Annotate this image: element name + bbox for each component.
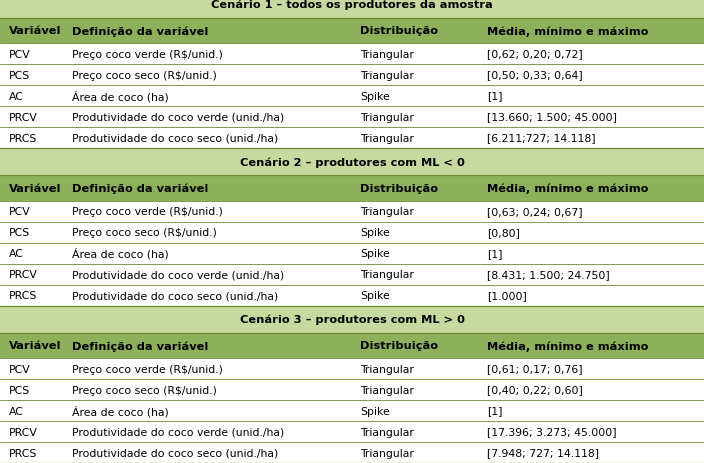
Text: PRCS: PRCS [8, 290, 37, 300]
Text: Média, mínimo e máximo: Média, mínimo e máximo [487, 26, 648, 37]
Text: [6.211;727; 14.118]: [6.211;727; 14.118] [487, 133, 596, 143]
Text: Distribuição: Distribuição [360, 341, 439, 350]
Text: [0,40; 0,22; 0,60]: [0,40; 0,22; 0,60] [487, 385, 583, 394]
Text: Cenário 2 – produtores com ML < 0: Cenário 2 – produtores com ML < 0 [239, 157, 465, 168]
Text: Spike: Spike [360, 406, 390, 416]
Text: Produtividade do coco seco (unid./ha): Produtividade do coco seco (unid./ha) [72, 133, 278, 143]
Text: Spike: Spike [360, 290, 390, 300]
Text: PCS: PCS [8, 70, 30, 81]
Bar [0, 201, 704, 222]
Text: Produtividade do coco verde (unid./ha): Produtividade do coco verde (unid./ha) [72, 113, 284, 122]
Text: PCS: PCS [8, 385, 30, 394]
Text: Triangular: Triangular [360, 50, 415, 59]
Text: PRCS: PRCS [8, 448, 37, 457]
Text: Produtividade do coco verde (unid./ha): Produtividade do coco verde (unid./ha) [72, 426, 284, 437]
Text: [1.000]: [1.000] [487, 290, 527, 300]
Text: [0,80]: [0,80] [487, 227, 520, 238]
Bar [0, 379, 704, 400]
Bar [0, 222, 704, 243]
Bar [0, 107, 704, 128]
Text: Variável: Variável [8, 341, 61, 350]
Text: PRCS: PRCS [8, 133, 37, 143]
Bar [0, 19, 704, 44]
Text: Definição da variável: Definição da variável [72, 340, 208, 351]
Text: [0,61; 0,17; 0,76]: [0,61; 0,17; 0,76] [487, 364, 583, 374]
Text: Média, mínimo e máximo: Média, mínimo e máximo [487, 340, 648, 351]
Text: Preço coco seco (R$/unid.): Preço coco seco (R$/unid.) [72, 70, 217, 81]
Text: Definição da variável: Definição da variável [72, 183, 208, 194]
Bar [0, 400, 704, 421]
Bar [0, 149, 704, 176]
Bar [0, 0, 704, 19]
Bar [0, 358, 704, 379]
Text: Triangular: Triangular [360, 426, 415, 437]
Text: Preço coco seco (R$/unid.): Preço coco seco (R$/unid.) [72, 227, 217, 238]
Text: Área de coco (ha): Área de coco (ha) [72, 91, 168, 102]
Text: Área de coco (ha): Área de coco (ha) [72, 248, 168, 259]
Text: AC: AC [8, 91, 23, 101]
Text: Spike: Spike [360, 91, 390, 101]
Text: PCV: PCV [8, 50, 30, 59]
Text: Triangular: Triangular [360, 364, 415, 374]
Text: Preço coco verde (R$/unid.): Preço coco verde (R$/unid.) [72, 364, 222, 374]
Text: Triangular: Triangular [360, 448, 415, 457]
Text: [8.431; 1.500; 24.750]: [8.431; 1.500; 24.750] [487, 269, 610, 280]
Text: Produtividade do coco seco (unid./ha): Produtividade do coco seco (unid./ha) [72, 290, 278, 300]
Text: [7.948; 727; 14.118]: [7.948; 727; 14.118] [487, 448, 599, 457]
Text: Spike: Spike [360, 249, 390, 258]
Text: Distribuição: Distribuição [360, 26, 439, 37]
Bar [0, 44, 704, 65]
Bar [0, 176, 704, 201]
Text: [13.660; 1.500; 45.000]: [13.660; 1.500; 45.000] [487, 113, 617, 122]
Text: Variável: Variável [8, 26, 61, 37]
Text: Spike: Spike [360, 227, 390, 238]
Bar [0, 264, 704, 285]
Text: [0,50; 0,33; 0,64]: [0,50; 0,33; 0,64] [487, 70, 583, 81]
Text: Triangular: Triangular [360, 269, 415, 280]
Bar [0, 243, 704, 264]
Bar [0, 333, 704, 358]
Bar [0, 65, 704, 86]
Bar [0, 306, 704, 333]
Text: Variável: Variável [8, 183, 61, 194]
Text: Produtividade do coco seco (unid./ha): Produtividade do coco seco (unid./ha) [72, 448, 278, 457]
Text: [17.396; 3.273; 45.000]: [17.396; 3.273; 45.000] [487, 426, 617, 437]
Bar [0, 442, 704, 463]
Text: Preço coco verde (R$/unid.): Preço coco verde (R$/unid.) [72, 50, 222, 59]
Text: Média, mínimo e máximo: Média, mínimo e máximo [487, 183, 648, 194]
Text: Definição da variável: Definição da variável [72, 26, 208, 37]
Text: PRCV: PRCV [8, 113, 37, 122]
Text: PCV: PCV [8, 206, 30, 217]
Text: AC: AC [8, 249, 23, 258]
Text: AC: AC [8, 406, 23, 416]
Text: Triangular: Triangular [360, 206, 415, 217]
Text: Área de coco (ha): Área de coco (ha) [72, 405, 168, 416]
Text: Preço coco verde (R$/unid.): Preço coco verde (R$/unid.) [72, 206, 222, 217]
Bar [0, 128, 704, 149]
Text: PCV: PCV [8, 364, 30, 374]
Text: Preço coco seco (R$/unid.): Preço coco seco (R$/unid.) [72, 385, 217, 394]
Text: Triangular: Triangular [360, 113, 415, 122]
Bar [0, 86, 704, 107]
Text: [0,63; 0,24; 0,67]: [0,63; 0,24; 0,67] [487, 206, 583, 217]
Text: PCS: PCS [8, 227, 30, 238]
Text: PRCV: PRCV [8, 269, 37, 280]
Text: [0,62; 0,20; 0,72]: [0,62; 0,20; 0,72] [487, 50, 583, 59]
Text: [1]: [1] [487, 406, 503, 416]
Bar [0, 421, 704, 442]
Text: [1]: [1] [487, 91, 503, 101]
Text: PRCV: PRCV [8, 426, 37, 437]
Bar [0, 285, 704, 306]
Text: [1]: [1] [487, 249, 503, 258]
Text: Cenário 3 – produtores com ML > 0: Cenário 3 – produtores com ML > 0 [239, 314, 465, 325]
Text: Triangular: Triangular [360, 385, 415, 394]
Text: Produtividade do coco verde (unid./ha): Produtividade do coco verde (unid./ha) [72, 269, 284, 280]
Text: Distribuição: Distribuição [360, 183, 439, 194]
Text: Triangular: Triangular [360, 133, 415, 143]
Text: Triangular: Triangular [360, 70, 415, 81]
Text: Cenário 1 – todos os produtores da amostra: Cenário 1 – todos os produtores da amost… [211, 0, 493, 11]
